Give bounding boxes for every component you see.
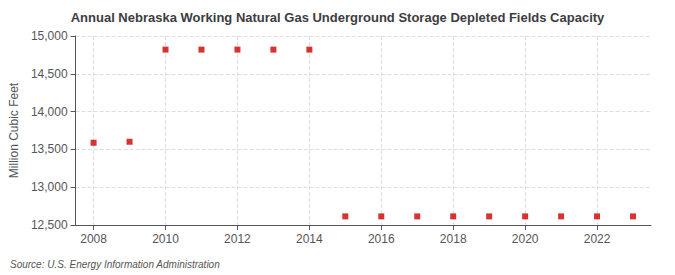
svg-text:Source: U.S. Energy Informatio: Source: U.S. Energy Information Administ… <box>10 259 220 270</box>
svg-text:2012: 2012 <box>224 232 251 246</box>
svg-text:2020: 2020 <box>512 232 539 246</box>
svg-text:Million Cubic Feet: Million Cubic Feet <box>7 82 21 178</box>
svg-text:2014: 2014 <box>296 232 323 246</box>
svg-text:2016: 2016 <box>368 232 395 246</box>
svg-text:2010: 2010 <box>152 232 179 246</box>
svg-text:2008: 2008 <box>80 232 107 246</box>
svg-text:13,500: 13,500 <box>31 142 68 156</box>
svg-text:14,000: 14,000 <box>31 105 68 119</box>
svg-text:13,000: 13,000 <box>31 180 68 194</box>
svg-text:2022: 2022 <box>584 232 611 246</box>
svg-text:2018: 2018 <box>440 232 467 246</box>
svg-text:Annual Nebraska Working Natura: Annual Nebraska Working Natural Gas Unde… <box>71 10 605 25</box>
svg-text:14,500: 14,500 <box>31 67 68 81</box>
svg-text:12,500: 12,500 <box>31 218 68 232</box>
svg-text:15,000: 15,000 <box>31 29 68 43</box>
